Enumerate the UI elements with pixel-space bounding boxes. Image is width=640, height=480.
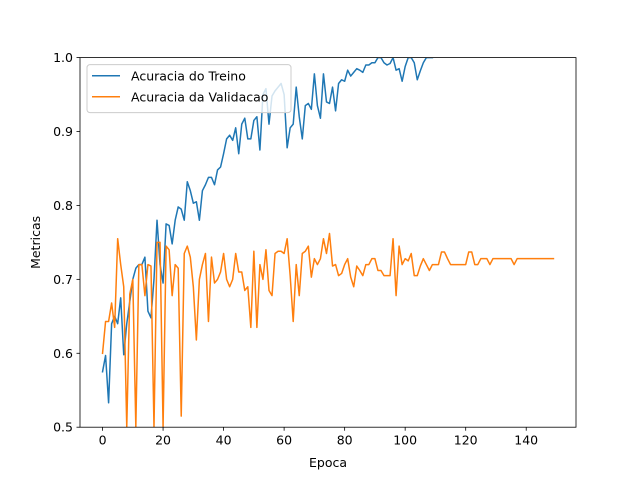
x-tick-label: 80	[337, 433, 353, 448]
x-axis: 0 20 40 60 80 100 120 140	[99, 427, 538, 448]
legend-box	[86, 64, 292, 114]
plot-frame	[79, 57, 577, 428]
y-axis: 0.5 0.6 0.7 0.8 0.9 1.0	[53, 50, 80, 435]
y-tick-label: 0.7	[53, 272, 73, 287]
legend-label-2: Acuracia da Validacao	[131, 89, 268, 104]
x-tick-label: 20	[155, 433, 171, 448]
series-line-2	[101, 232, 555, 428]
x-tick-label: 40	[216, 433, 232, 448]
x-tick-label: 100	[393, 433, 417, 448]
y-tick-label: 1.0	[53, 50, 73, 65]
x-tick-label: 120	[454, 433, 478, 448]
x-axis-label: Epoca	[309, 455, 347, 470]
y-tick-label: 0.6	[53, 346, 73, 361]
y-tick-label: 0.8	[53, 198, 73, 213]
y-tick-label: 0.9	[53, 124, 73, 139]
x-tick-label: 140	[514, 433, 538, 448]
y-tick-label: 0.5	[53, 420, 73, 435]
legend: Acuracia do Treino Acuracia da Validacao	[86, 64, 292, 114]
x-tick-label: 0	[99, 433, 107, 448]
y-axis-label: Metricas	[28, 216, 43, 269]
x-tick-label: 60	[276, 433, 292, 448]
legend-label-1: Acuracia do Treino	[131, 68, 246, 83]
